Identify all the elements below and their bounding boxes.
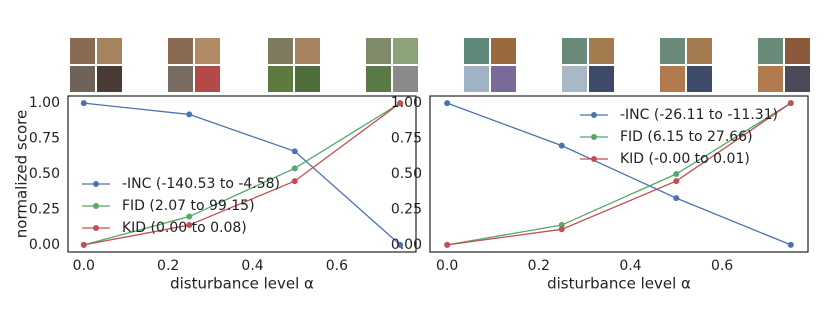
thumbnail [562, 66, 587, 92]
thumbnail [758, 38, 783, 64]
x-axis-label: disturbance level α [547, 275, 691, 293]
thumbnail [366, 38, 391, 64]
data-point [80, 100, 87, 107]
thumbnail [785, 66, 810, 92]
x-tick-label: 0.0 [436, 258, 458, 274]
thumbnails [70, 38, 810, 92]
x-tick-label: 0.4 [241, 258, 263, 274]
thumbnail [687, 38, 712, 64]
thumbnail [491, 66, 516, 92]
data-point [186, 213, 193, 220]
thumbnail [295, 38, 320, 64]
axes-frame [67, 95, 417, 253]
data-point [397, 100, 404, 107]
legend-marker [93, 203, 99, 209]
data-point [397, 241, 404, 248]
legend-label: FID (6.15 to 27.66) [620, 129, 753, 145]
thumbnail [758, 66, 783, 92]
data-point [673, 171, 680, 177]
thumbnail [464, 66, 489, 92]
thumbnail [589, 38, 614, 64]
data-point [444, 241, 451, 248]
x-tick-label: 0.6 [711, 258, 733, 274]
thumbnail [268, 38, 293, 64]
thumbnail [660, 38, 685, 64]
thumbnail [195, 66, 220, 92]
legend-marker [591, 134, 597, 140]
data-point [787, 100, 794, 107]
y-tick-label: 0.25 [391, 201, 422, 217]
thumbnail [195, 38, 220, 64]
thumbnail [97, 66, 122, 92]
series-line [83, 102, 401, 246]
y-tick-label: 0.50 [29, 166, 60, 182]
legend-marker [591, 112, 597, 118]
data-point [558, 142, 565, 149]
y-tick-label: 0.50 [391, 166, 422, 182]
data-point [186, 111, 193, 118]
y-tick-label: 0.25 [29, 201, 60, 217]
thumbnail [268, 66, 293, 92]
thumbnail [660, 66, 685, 92]
thumbnail [168, 38, 193, 64]
data-point [558, 226, 565, 233]
x-tick-label: 0.2 [157, 258, 179, 274]
legend-label: -INC (-26.11 to -11.31) [620, 107, 778, 123]
legend-marker [93, 225, 99, 231]
thumbnail [562, 38, 587, 64]
legend-label: KID (-0.00 to 0.01) [620, 151, 750, 167]
thumbnail [70, 66, 95, 92]
x-tick-label: 0.6 [326, 258, 348, 274]
series-line [83, 102, 401, 246]
thumbnail [70, 38, 95, 64]
thumbnail [491, 38, 516, 64]
thumbnail [295, 66, 320, 92]
thumbnail [393, 38, 418, 64]
series-line [447, 102, 792, 246]
series-line [447, 102, 792, 246]
data-point [291, 148, 298, 155]
legend-label: KID (0.00 to 0.08) [122, 220, 247, 236]
y-tick-label: 0.00 [391, 237, 422, 253]
y-tick-label: 1.00 [391, 95, 422, 111]
y-tick-label: 1.00 [29, 95, 60, 111]
thumbnail [785, 38, 810, 64]
thumbnail [687, 66, 712, 92]
series-line [446, 102, 792, 246]
legend-label: -INC (-140.53 to -4.58) [122, 176, 280, 192]
data-point [291, 178, 298, 185]
x-tick-label: 0.2 [528, 258, 550, 274]
legend-marker [591, 156, 597, 162]
series-line [83, 102, 401, 246]
x-tick-label: 0.0 [73, 258, 95, 274]
thumbnail [393, 66, 418, 92]
legend-label: FID (2.07 to 99.15) [122, 198, 255, 214]
thumbnail [168, 66, 193, 92]
thumbnail [589, 66, 614, 92]
thumbnail [97, 38, 122, 64]
thumbnail [464, 38, 489, 64]
data-point [186, 222, 193, 229]
thumbnail [366, 66, 391, 92]
legend-marker [93, 181, 99, 187]
y-tick-label: 0.75 [29, 131, 60, 147]
data-point [444, 100, 451, 107]
y-tick-label: 0.00 [29, 237, 60, 253]
x-tick-label: 0.4 [619, 258, 641, 274]
y-tick-label: 0.75 [391, 131, 422, 147]
data-point [787, 241, 794, 248]
data-point [558, 222, 565, 229]
axes-frame [429, 95, 809, 253]
x-axis-label: disturbance level α [170, 275, 314, 293]
data-point [673, 178, 680, 185]
data-point [673, 195, 680, 202]
data-point [80, 241, 87, 248]
y-axis-label: normalized score [13, 110, 31, 238]
data-point [291, 165, 298, 172]
